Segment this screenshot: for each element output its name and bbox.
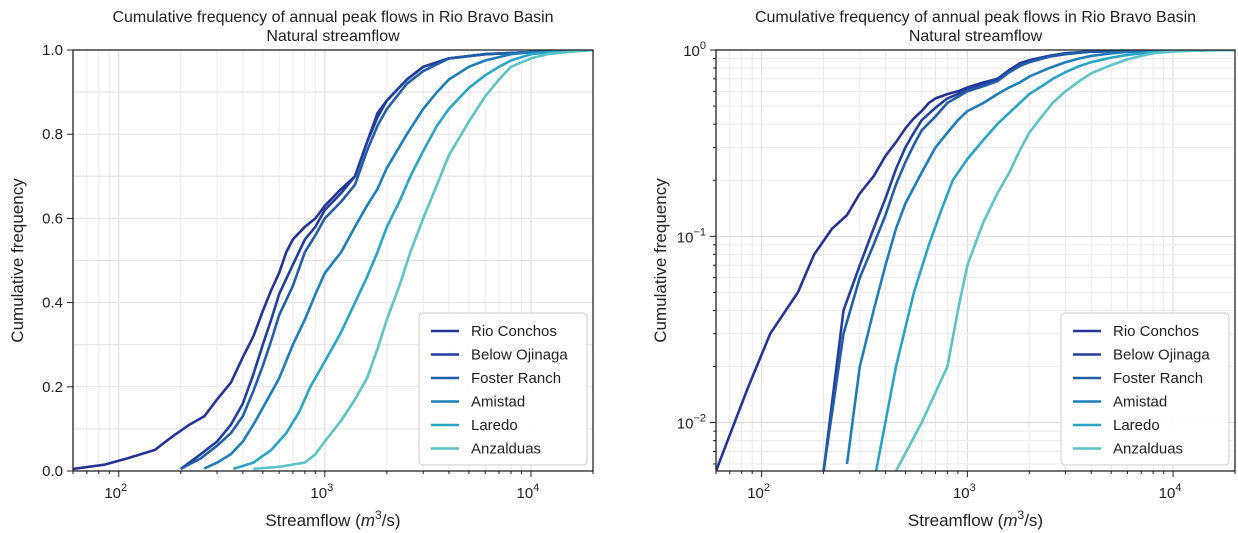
x-tick-label: 104	[1159, 482, 1182, 502]
y-tick-label: 0.6	[42, 210, 63, 227]
series-lines	[73, 50, 593, 471]
legend-label: Anzalduas	[471, 441, 541, 458]
legend-label: Below Ojinaga	[1113, 347, 1210, 364]
legend-label: Anzalduas	[1113, 441, 1183, 458]
plot-frame	[715, 49, 1236, 472]
x-tick-label: 103	[310, 482, 333, 502]
series-line-anzalduas	[894, 50, 1235, 471]
chart-subtitle: Natural streamflow	[909, 28, 1043, 45]
series-lines	[716, 50, 1235, 471]
series-line-amistad	[845, 50, 1235, 465]
y-tick-label: 0.2	[42, 379, 63, 396]
x-tick-label: 102	[104, 482, 127, 502]
y-axis-label: Cumulative frequency	[8, 178, 27, 343]
legend-label: Amistad	[1113, 394, 1167, 411]
y-tick-label: 0.8	[42, 126, 63, 143]
x-axis-label: Streamflow (m3/s)	[908, 508, 1043, 530]
series-line-foster-ranch	[822, 50, 1235, 471]
legend-box	[1060, 312, 1230, 466]
legend-label: Rio Conchos	[1113, 323, 1199, 340]
legend-box	[418, 312, 588, 466]
x-axis: 102 103 104	[715, 471, 1236, 502]
y-tick-label: 0.0	[42, 463, 63, 480]
y-tick-label: 100	[683, 40, 706, 60]
chart-subtitle: Natural streamflow	[266, 28, 400, 45]
chart-title: Cumulative frequency of annual peak flow…	[112, 9, 553, 26]
series-line-amistad	[203, 50, 593, 470]
y-axis: 0.0 0.2 0.4 0.6 0.8 1.0	[42, 42, 73, 480]
chart-title: Cumulative frequency of annual peak flow…	[755, 9, 1196, 26]
y-axis: 100 10−1 10−2	[677, 40, 716, 465]
legend-label: Foster Ranch	[471, 370, 561, 387]
y-tick-label: 0.4	[42, 295, 63, 312]
legend-label: Foster Ranch	[1113, 370, 1203, 387]
series-line-foster-ranch	[180, 50, 593, 471]
x-axis: 102 103 104	[72, 471, 594, 502]
series-line-below-ojinaga	[180, 50, 593, 470]
x-axis-label: Streamflow (m3/s)	[265, 508, 400, 530]
legend-label: Below Ojinaga	[471, 347, 568, 364]
legend-label: Rio Conchos	[471, 323, 557, 340]
y-tick-label: 10−1	[677, 226, 706, 246]
legend: Rio Conchos Below Ojinaga Foster Ranch Amis…	[1060, 312, 1230, 466]
y-tick-label: 10−2	[677, 413, 706, 433]
x-tick-label: 103	[953, 482, 976, 502]
legend-label: Laredo	[1113, 417, 1160, 434]
chart-panel-2: 102 103 104 100 10−1 10−2 Cumulative frequency…	[651, 9, 1236, 530]
series-line-laredo	[233, 50, 593, 471]
series-line-anzalduas	[253, 50, 593, 471]
legend-label: Laredo	[471, 417, 518, 434]
series-line-laredo	[874, 50, 1235, 471]
y-axis-label: Cumulative frequency	[651, 178, 670, 343]
legend: Rio Conchos Below Ojinaga Foster Ranch Amis…	[418, 312, 588, 466]
plot-frame	[72, 49, 594, 472]
chart-panel-1: 102 103 104 0.0 0.2 0.4 0.6 0.8 1.0 Cumulative fr…	[8, 9, 594, 530]
x-tick-label: 104	[517, 482, 540, 502]
legend-label: Amistad	[471, 394, 525, 411]
x-tick-label: 102	[747, 482, 770, 502]
y-tick-label: 1.0	[42, 42, 63, 59]
